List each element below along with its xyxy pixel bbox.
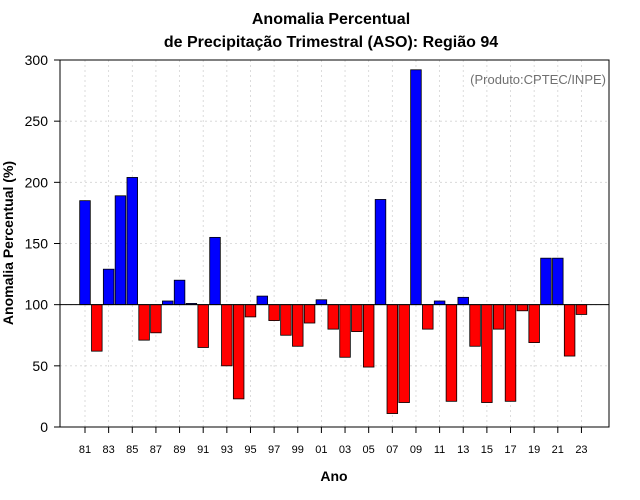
bar-87 xyxy=(150,304,162,334)
x-tick-label: 83 xyxy=(103,444,115,456)
bar-00 xyxy=(303,304,316,324)
bar-85 xyxy=(126,177,138,306)
y-tick-label: 300 xyxy=(25,52,49,68)
bar-09 xyxy=(410,69,422,306)
y-tick-label: 200 xyxy=(25,174,49,190)
bar-03 xyxy=(339,304,351,358)
x-tick-label: 07 xyxy=(386,444,398,456)
chart-title: Anomalia Percentual xyxy=(252,11,410,28)
bar-91 xyxy=(197,304,209,348)
x-tick-label: 17 xyxy=(504,444,516,456)
x-tick-label: 87 xyxy=(150,444,162,456)
bar-13 xyxy=(457,296,469,306)
x-tick-label: 99 xyxy=(292,444,304,456)
x-tick-label: 09 xyxy=(410,444,422,456)
bar-21 xyxy=(552,257,564,306)
x-tick-label: 91 xyxy=(197,444,209,456)
bar-06 xyxy=(374,199,387,306)
x-tick-label: 11 xyxy=(434,444,445,456)
bar-99 xyxy=(292,304,304,347)
bar-18 xyxy=(516,304,529,312)
x-tick-label: 19 xyxy=(528,444,540,456)
bar-95 xyxy=(244,304,257,318)
y-axis-label: Anomalia Percentual (%) xyxy=(0,161,16,325)
grid-lines xyxy=(60,60,609,427)
x-tick-label: 89 xyxy=(173,444,185,456)
y-axis: 0 50 100 150 200 250 300 xyxy=(25,52,60,435)
bar-81 xyxy=(79,200,91,306)
bar-97 xyxy=(268,304,280,321)
bar-98 xyxy=(280,304,292,336)
bar-10 xyxy=(422,304,434,330)
bar-89 xyxy=(173,279,186,306)
bar-14 xyxy=(469,304,481,347)
bar-23 xyxy=(575,304,588,315)
bar-93 xyxy=(221,304,233,367)
bar-84 xyxy=(114,195,127,306)
y-tick-label: 100 xyxy=(25,297,49,313)
bar-96 xyxy=(256,295,269,306)
bar-05 xyxy=(362,304,375,368)
bar-02 xyxy=(327,304,339,330)
bar-07 xyxy=(386,304,399,414)
x-tick-label: 13 xyxy=(457,444,469,456)
x-tick-label: 21 xyxy=(552,444,564,456)
bar-12 xyxy=(445,304,458,402)
bar-19 xyxy=(528,304,540,343)
bar-20 xyxy=(540,257,552,306)
y-tick-label: 150 xyxy=(25,236,49,252)
bar-17 xyxy=(504,304,517,402)
y-tick-label: 0 xyxy=(40,419,48,435)
x-tick-label: 93 xyxy=(221,444,233,456)
bar-82 xyxy=(91,304,103,352)
x-tick-label: 23 xyxy=(575,444,587,456)
x-tick-label: 03 xyxy=(339,444,351,456)
bar-08 xyxy=(398,304,410,403)
bar-92 xyxy=(209,236,221,306)
x-axis: 81 83 85 87 89 91 93 95 97 99 01 03 05 07 09 11 13 15 17 19… xyxy=(79,427,588,456)
source-annotation: (Produto:CPTEC/INPE) xyxy=(470,72,606,87)
bar-94 xyxy=(232,304,245,400)
bar-01 xyxy=(315,299,328,306)
x-tick-label: 97 xyxy=(268,444,280,456)
bar-15 xyxy=(481,304,493,403)
x-tick-label: 85 xyxy=(126,444,138,456)
y-tick-label: 250 xyxy=(25,113,49,129)
bar-83 xyxy=(102,268,115,306)
x-tick-label: 05 xyxy=(363,444,375,456)
x-tick-label: 15 xyxy=(481,444,493,456)
x-tick-label: 95 xyxy=(244,444,256,456)
bar-11 xyxy=(433,300,446,306)
bar-86 xyxy=(138,304,150,341)
x-tick-label: 81 xyxy=(79,444,91,456)
y-tick-label: 50 xyxy=(32,358,48,374)
bar-88 xyxy=(162,300,174,306)
x-tick-label: 01 xyxy=(315,444,327,456)
chart-subtitle: de Precipitação Trimestral (ASO): Região… xyxy=(164,34,498,51)
x-axis-label: Ano xyxy=(320,468,347,484)
bar-04 xyxy=(351,304,363,332)
bar-22 xyxy=(563,304,576,357)
bar-16 xyxy=(492,304,505,330)
